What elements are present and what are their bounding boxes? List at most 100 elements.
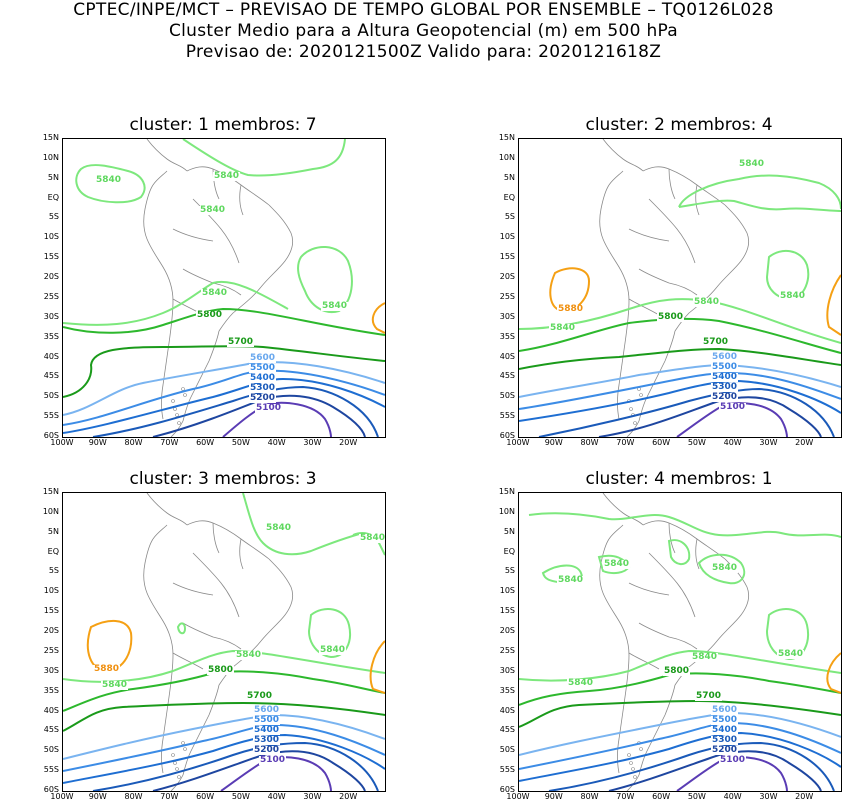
contour-label-5840: 5840 xyxy=(201,288,229,298)
latitude-tick-label: 45S xyxy=(43,725,59,735)
contour-label-5840: 5840 xyxy=(691,652,719,662)
contour-label-5840: 5840 xyxy=(319,645,347,655)
latitude-tick-label: 5N xyxy=(503,526,515,536)
contour-label-5300: 5300 xyxy=(711,735,739,745)
contour-5880 xyxy=(371,302,385,334)
longitude-tick-label: 20W xyxy=(795,792,814,801)
latitude-tick-label: 55S xyxy=(499,765,515,775)
coastline-segment xyxy=(182,684,220,776)
contour-label-5840: 5840 xyxy=(779,291,807,301)
longitude-tick-label: 60W xyxy=(652,792,671,801)
contour-label-5800: 5800 xyxy=(657,312,685,322)
longitude-tick-label: 80W xyxy=(580,792,599,801)
contour-5400 xyxy=(63,377,385,434)
contour-label-5200: 5200 xyxy=(253,745,281,755)
contour-label-5840: 5840 xyxy=(711,563,739,573)
contour-label-5700: 5700 xyxy=(695,691,723,701)
contour-5600 xyxy=(63,713,385,760)
coastline-segment xyxy=(648,552,696,618)
panel-title: cluster: 3 membros: 3 xyxy=(129,469,317,489)
contour-5200 xyxy=(152,750,366,791)
island-marker xyxy=(627,753,631,757)
latitude-tick-label: 60S xyxy=(499,431,515,440)
coastline-segment xyxy=(192,552,240,618)
latitude-tick-label: 40S xyxy=(43,705,59,715)
island-marker xyxy=(175,767,179,771)
coastline-segment xyxy=(146,493,188,526)
latitude-tick-label: EQ xyxy=(47,546,59,556)
contour-label-5880: 5880 xyxy=(557,304,585,314)
contour-label-5840: 5840 xyxy=(777,649,805,659)
contour-5500 xyxy=(519,371,841,410)
latitude-tick-label: 45S xyxy=(499,371,515,381)
latitude-tick-label: 15S xyxy=(499,606,515,616)
coastline-segment xyxy=(212,168,220,200)
coastline-segment xyxy=(172,582,214,596)
latitude-tick-label: 5S xyxy=(48,566,59,576)
contour-label-5100: 5100 xyxy=(255,403,283,413)
longitude-tick-label: 30W xyxy=(303,438,322,447)
contour-5700 xyxy=(519,347,841,370)
longitude-tick-label: 50W xyxy=(231,438,250,447)
contour-label-5880: 5880 xyxy=(93,664,121,674)
contour-5400 xyxy=(519,731,841,782)
contour-label-5700: 5700 xyxy=(227,337,255,347)
coastline-segment xyxy=(182,622,242,650)
latitude-tick-label: 35S xyxy=(499,685,515,695)
coastline-segment xyxy=(716,204,749,288)
coastline-segment xyxy=(172,652,204,670)
panel-title: cluster: 1 membros: 7 xyxy=(129,115,317,135)
coastline-segment xyxy=(628,582,670,596)
latitude-tick-label: 5S xyxy=(504,566,515,576)
map-svg xyxy=(519,139,841,437)
contour-label-5300: 5300 xyxy=(249,383,277,393)
header-title-line-3: Previsao de: 2020121500Z Valido para: 20… xyxy=(185,42,662,62)
contour-5840 xyxy=(182,139,346,177)
longitude-tick-label: 40W xyxy=(267,438,286,447)
coastline-segment xyxy=(608,524,624,540)
contour-5100 xyxy=(222,401,332,437)
contour-5840 xyxy=(528,512,841,538)
coastline-segment xyxy=(638,268,698,296)
contour-5840 xyxy=(765,249,810,301)
contour-5500 xyxy=(63,369,385,426)
contour-5500 xyxy=(63,723,385,772)
coastline-segment xyxy=(695,538,700,570)
coastline-segment xyxy=(260,558,293,642)
contour-label-5100: 5100 xyxy=(719,402,747,412)
island-marker xyxy=(183,747,187,751)
contour-5840 xyxy=(519,298,841,344)
latitude-tick-label: 35S xyxy=(43,685,59,695)
contour-label-5600: 5600 xyxy=(711,352,739,362)
latitude-tick-label: 35S xyxy=(499,331,515,341)
contour-label-5500: 5500 xyxy=(711,362,739,372)
latitude-tick-label: 15N xyxy=(42,133,59,142)
contour-5100 xyxy=(220,756,332,791)
longitude-tick-label: 100W xyxy=(50,792,74,801)
contour-5840 xyxy=(678,174,841,210)
contour-5840 xyxy=(667,539,691,565)
latitude-tick-label: 30S xyxy=(43,665,59,675)
island-marker xyxy=(177,775,181,779)
contour-5880 xyxy=(826,274,841,336)
contour-label-5840: 5840 xyxy=(95,175,123,185)
island-marker xyxy=(629,407,633,411)
contour-label-5100: 5100 xyxy=(719,755,747,765)
latitude-tick-label: 15N xyxy=(498,133,515,142)
latitude-tick-label: 20S xyxy=(43,272,59,282)
contour-label-5200: 5200 xyxy=(711,745,739,755)
contour-label-5100: 5100 xyxy=(259,755,287,765)
contour-label-5600: 5600 xyxy=(249,353,277,363)
contour-5400 xyxy=(63,733,385,784)
contour-label-5840: 5840 xyxy=(213,171,241,181)
contour-label-5840: 5840 xyxy=(265,523,293,533)
coastline-segment xyxy=(239,538,244,570)
latitude-tick-label: 10S xyxy=(43,232,59,242)
latitude-tick-label: 10N xyxy=(498,506,515,516)
longitude-tick-label: 100W xyxy=(50,438,74,447)
contour-5700 xyxy=(63,701,385,732)
contour-label-5840: 5840 xyxy=(235,650,263,660)
panel-title: cluster: 4 membros: 1 xyxy=(585,469,773,489)
latitude-tick-label: 55S xyxy=(43,765,59,775)
latitude-tick-label: 10N xyxy=(498,152,515,162)
